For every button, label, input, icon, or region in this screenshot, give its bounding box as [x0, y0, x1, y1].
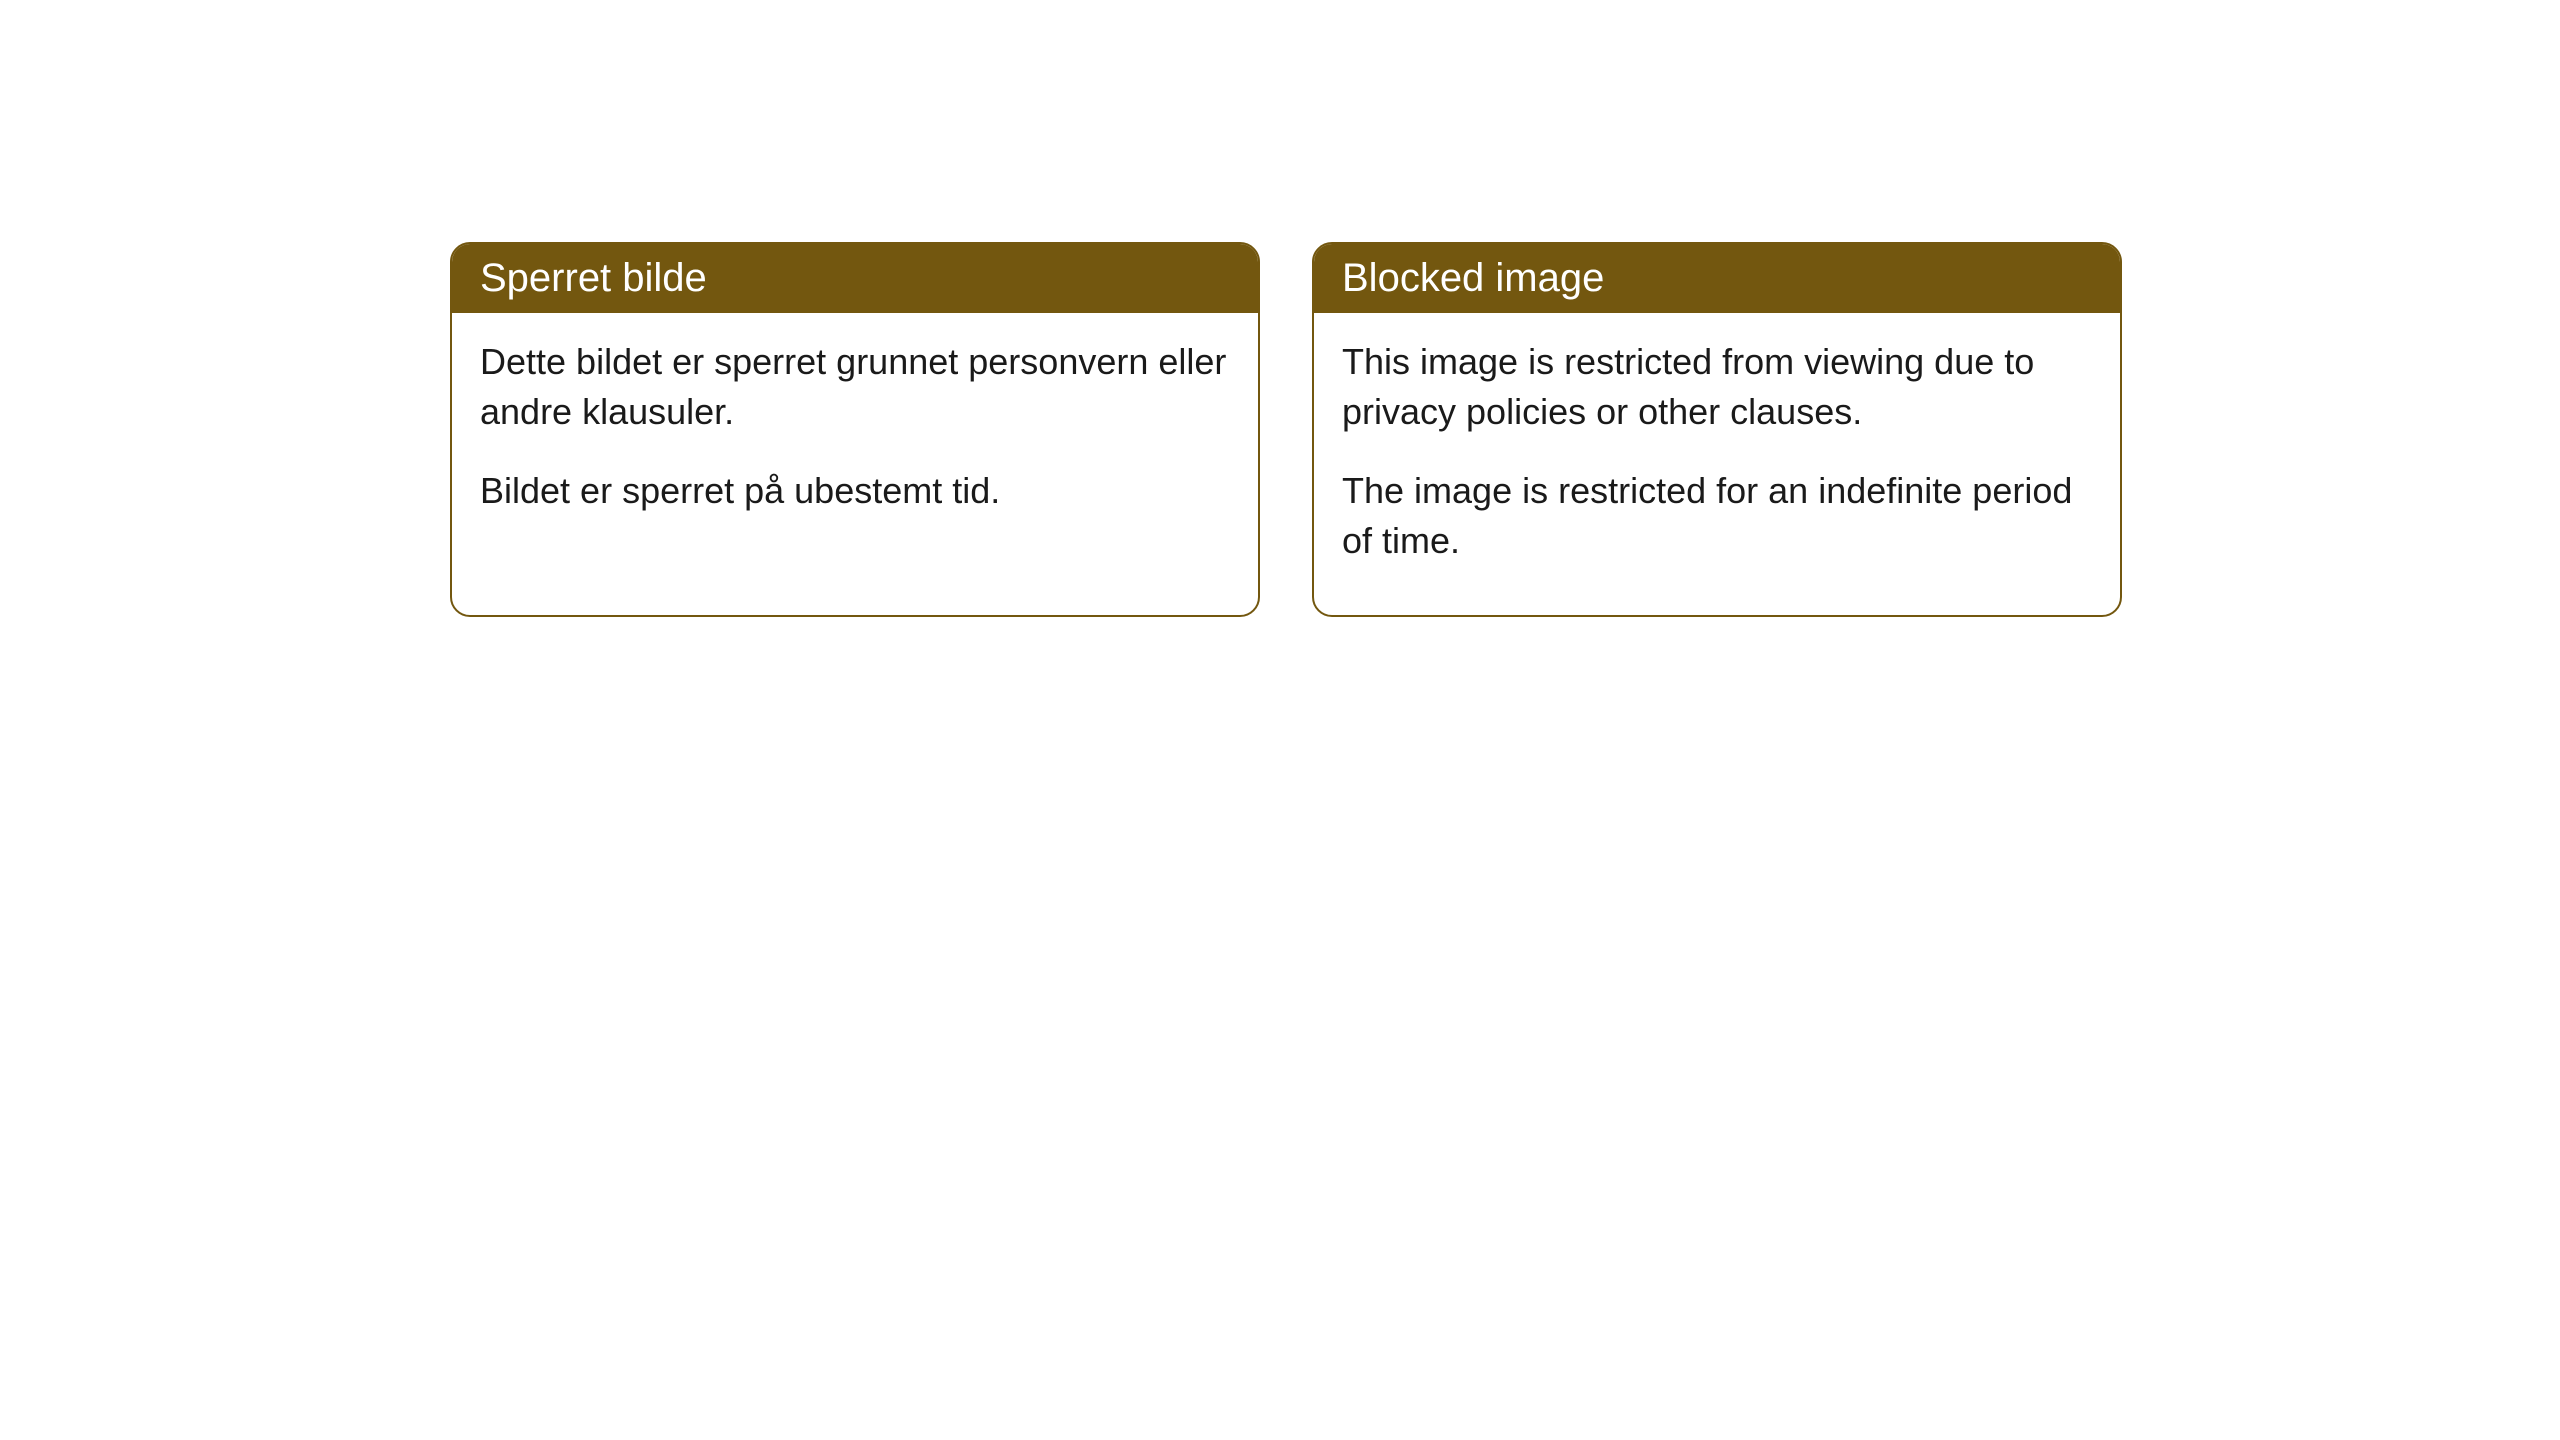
blocked-image-card-norwegian: Sperret bilde Dette bildet er sperret gr… — [450, 242, 1260, 617]
card-text-line1: This image is restricted from viewing du… — [1342, 337, 2092, 438]
card-title: Sperret bilde — [480, 256, 707, 300]
card-body-english: This image is restricted from viewing du… — [1314, 313, 2120, 615]
card-text-line2: Bildet er sperret på ubestemt tid. — [480, 466, 1230, 516]
blocked-image-card-english: Blocked image This image is restricted f… — [1312, 242, 2122, 617]
card-header-norwegian: Sperret bilde — [452, 244, 1258, 313]
notice-cards-container: Sperret bilde Dette bildet er sperret gr… — [450, 242, 2122, 617]
card-text-line1: Dette bildet er sperret grunnet personve… — [480, 337, 1230, 438]
card-title: Blocked image — [1342, 256, 1604, 300]
card-body-norwegian: Dette bildet er sperret grunnet personve… — [452, 313, 1258, 564]
card-header-english: Blocked image — [1314, 244, 2120, 313]
card-text-line2: The image is restricted for an indefinit… — [1342, 466, 2092, 567]
